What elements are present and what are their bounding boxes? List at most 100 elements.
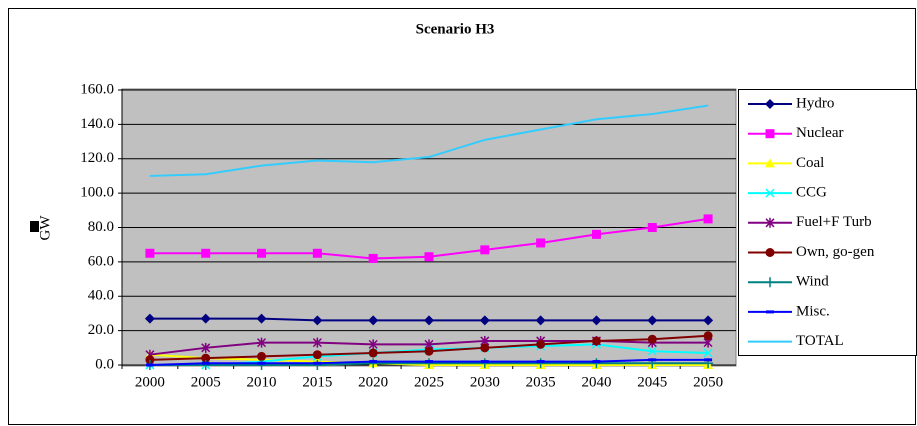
marker — [368, 339, 378, 350]
marker — [424, 358, 434, 369]
marker — [257, 337, 267, 348]
marker — [424, 346, 434, 356]
y-tick-label: 100.0 — [80, 185, 114, 201]
marker — [703, 315, 714, 326]
legend-label: Coal — [796, 155, 824, 171]
legend-label: Hydro — [796, 95, 834, 111]
marker — [368, 358, 379, 369]
legend-label: Own, go-gen — [796, 244, 875, 260]
x-tick-label: 2025 — [414, 374, 444, 390]
legend-label: CCG — [796, 185, 827, 201]
y-tick-label: 120.0 — [80, 150, 114, 166]
marker — [592, 360, 601, 364]
marker — [145, 248, 155, 258]
marker — [591, 229, 601, 239]
marker — [257, 248, 267, 258]
legend-marker — [766, 310, 774, 314]
marker — [536, 238, 546, 248]
y-tick-label: 20.0 — [88, 322, 114, 338]
x-tick-label: 2045 — [637, 374, 667, 390]
marker — [703, 348, 713, 358]
x-tick-label: 2050 — [693, 374, 723, 390]
x-tick-label: 2040 — [581, 374, 611, 390]
legend-marker — [765, 277, 775, 288]
marker — [200, 313, 211, 324]
x-tick-label: 2035 — [526, 374, 556, 390]
marker — [480, 343, 490, 353]
marker — [704, 358, 713, 362]
marker — [536, 360, 545, 364]
marker — [145, 363, 154, 367]
marker — [312, 248, 322, 258]
marker — [257, 351, 267, 361]
marker — [648, 358, 657, 362]
y-axis-label: GW — [37, 215, 53, 241]
y-tick-label: 160.0 — [80, 81, 114, 97]
x-tick-label: 2020 — [358, 374, 388, 390]
marker — [312, 360, 323, 370]
legend-marker — [765, 99, 775, 109]
marker — [201, 342, 211, 353]
marker — [591, 336, 601, 346]
marker — [201, 353, 211, 363]
marker — [368, 348, 378, 358]
marker — [647, 315, 658, 326]
x-tick-label: 2015 — [302, 374, 332, 390]
marker — [256, 360, 267, 370]
marker — [591, 315, 602, 326]
marker — [201, 361, 210, 365]
marker — [536, 339, 546, 349]
marker — [424, 252, 434, 262]
marker — [256, 313, 267, 324]
marker — [647, 346, 657, 356]
legend-marker — [765, 217, 775, 228]
legend-label: TOTAL — [796, 333, 844, 349]
marker — [479, 358, 490, 369]
marker — [647, 223, 657, 232]
x-tick-label: 2005 — [191, 374, 221, 390]
legend-marker — [765, 158, 775, 168]
marker — [368, 253, 378, 263]
marker — [703, 214, 713, 224]
marker — [312, 337, 322, 348]
marker — [647, 334, 657, 344]
marker — [424, 315, 434, 326]
marker — [312, 350, 322, 360]
y-tick-label: 140.0 — [80, 116, 114, 132]
legend-marker — [765, 248, 775, 257]
y-tick-label: 60.0 — [88, 253, 114, 269]
marker — [257, 361, 266, 365]
x-tick-label: 2030 — [470, 374, 500, 390]
y-tick-label: 40.0 — [88, 288, 114, 304]
marker — [480, 245, 490, 255]
series-line — [149, 104, 709, 177]
marker — [201, 248, 211, 258]
marker — [312, 315, 323, 326]
y-tick-label: 0.0 — [95, 356, 114, 372]
marker — [535, 358, 546, 369]
marker — [145, 355, 155, 365]
marker — [144, 313, 155, 324]
marker — [313, 361, 322, 365]
marker — [369, 360, 378, 364]
x-tick-label: 2010 — [247, 374, 277, 390]
marker — [479, 315, 490, 326]
marker — [368, 315, 379, 326]
legend-label: Fuel+F Turb — [796, 214, 872, 230]
marker — [591, 358, 602, 369]
marker — [425, 360, 433, 364]
marker — [200, 360, 211, 370]
legend-label: Nuclear — [796, 125, 843, 141]
marker — [535, 315, 546, 326]
x-tick-label: 2000 — [135, 374, 165, 390]
legend-label: Misc. — [796, 303, 830, 319]
legend-marker — [765, 129, 775, 139]
axis-label-box — [30, 221, 39, 232]
legend-label: Wind — [796, 274, 829, 290]
y-tick-label: 80.0 — [88, 219, 114, 235]
legend-marker — [765, 188, 775, 198]
chart-title: Scenario H3 — [416, 21, 495, 37]
marker — [480, 360, 489, 364]
marker — [703, 331, 713, 341]
